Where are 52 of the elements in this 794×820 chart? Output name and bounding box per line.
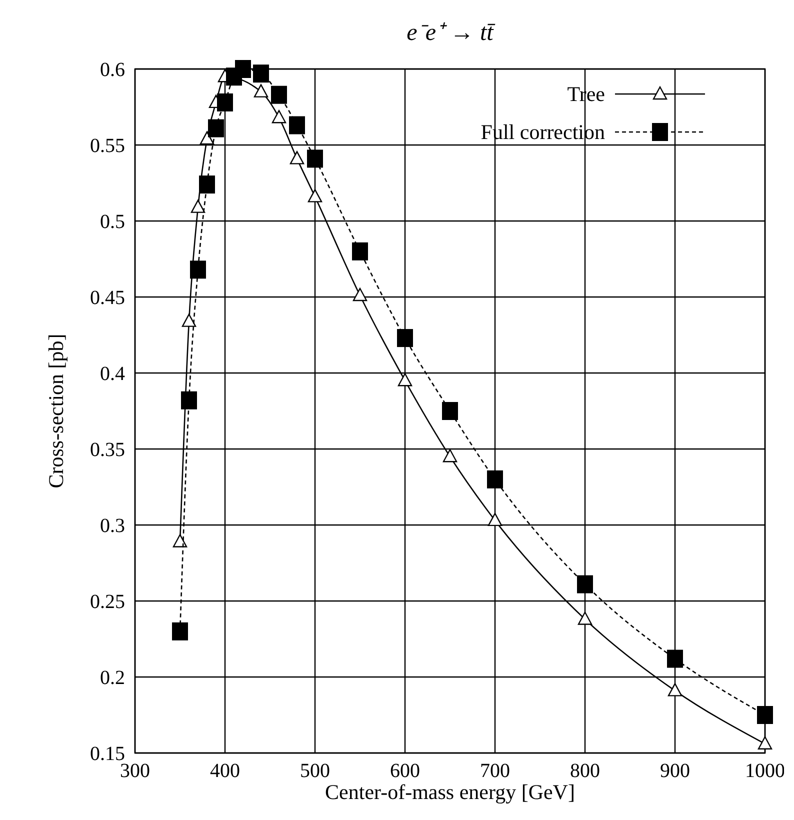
point [190, 260, 206, 279]
y-axis-title: Cross-section [pb] [44, 334, 68, 488]
point [668, 683, 682, 696]
y-tick-label: 0.35 [90, 439, 125, 461]
y-tick-label: 0.45 [90, 287, 125, 309]
point [308, 189, 322, 202]
point [254, 84, 268, 98]
x-tick-label: 1000 [745, 760, 785, 782]
point [667, 650, 683, 668]
point [172, 534, 188, 548]
y-tick-label: 0.3 [100, 515, 125, 537]
point [352, 242, 368, 260]
point [289, 116, 305, 134]
point [442, 449, 458, 462]
point [181, 391, 197, 410]
point [208, 119, 224, 138]
y-tick-label: 0.4 [100, 363, 125, 385]
point [757, 706, 773, 724]
x-tick-label: 500 [300, 760, 330, 782]
x-axis-title: Center-of-mass energy [GeV] [325, 780, 575, 804]
x-tick-label: 400 [210, 760, 240, 782]
point [290, 151, 304, 164]
point [272, 110, 286, 124]
chart-title: e⁻e⁺ → tt̄ [406, 20, 496, 46]
point [488, 512, 502, 526]
point [253, 64, 269, 83]
x-tick-label: 900 [660, 760, 690, 782]
point [352, 288, 368, 302]
point [487, 470, 503, 488]
x-tick-label: 600 [390, 760, 420, 782]
y-tick-label: 0.25 [90, 591, 125, 613]
point [398, 373, 412, 386]
point [578, 612, 592, 625]
point [235, 60, 251, 78]
point [397, 329, 413, 348]
point [172, 622, 188, 640]
point [190, 200, 206, 213]
point [307, 150, 323, 168]
x-tick-label: 800 [570, 760, 600, 782]
x-tick-label: 700 [480, 760, 510, 782]
y-tick-label: 0.55 [90, 135, 125, 157]
point [758, 736, 772, 750]
y-tick-label: 0.2 [100, 667, 125, 689]
y-tick-label: 0.6 [100, 59, 125, 81]
y-tick-label: 0.5 [100, 211, 125, 233]
point [217, 93, 233, 112]
point [271, 86, 287, 104]
point [442, 402, 458, 420]
point [200, 131, 214, 145]
point [577, 575, 593, 594]
point [182, 314, 196, 327]
point [199, 176, 215, 194]
